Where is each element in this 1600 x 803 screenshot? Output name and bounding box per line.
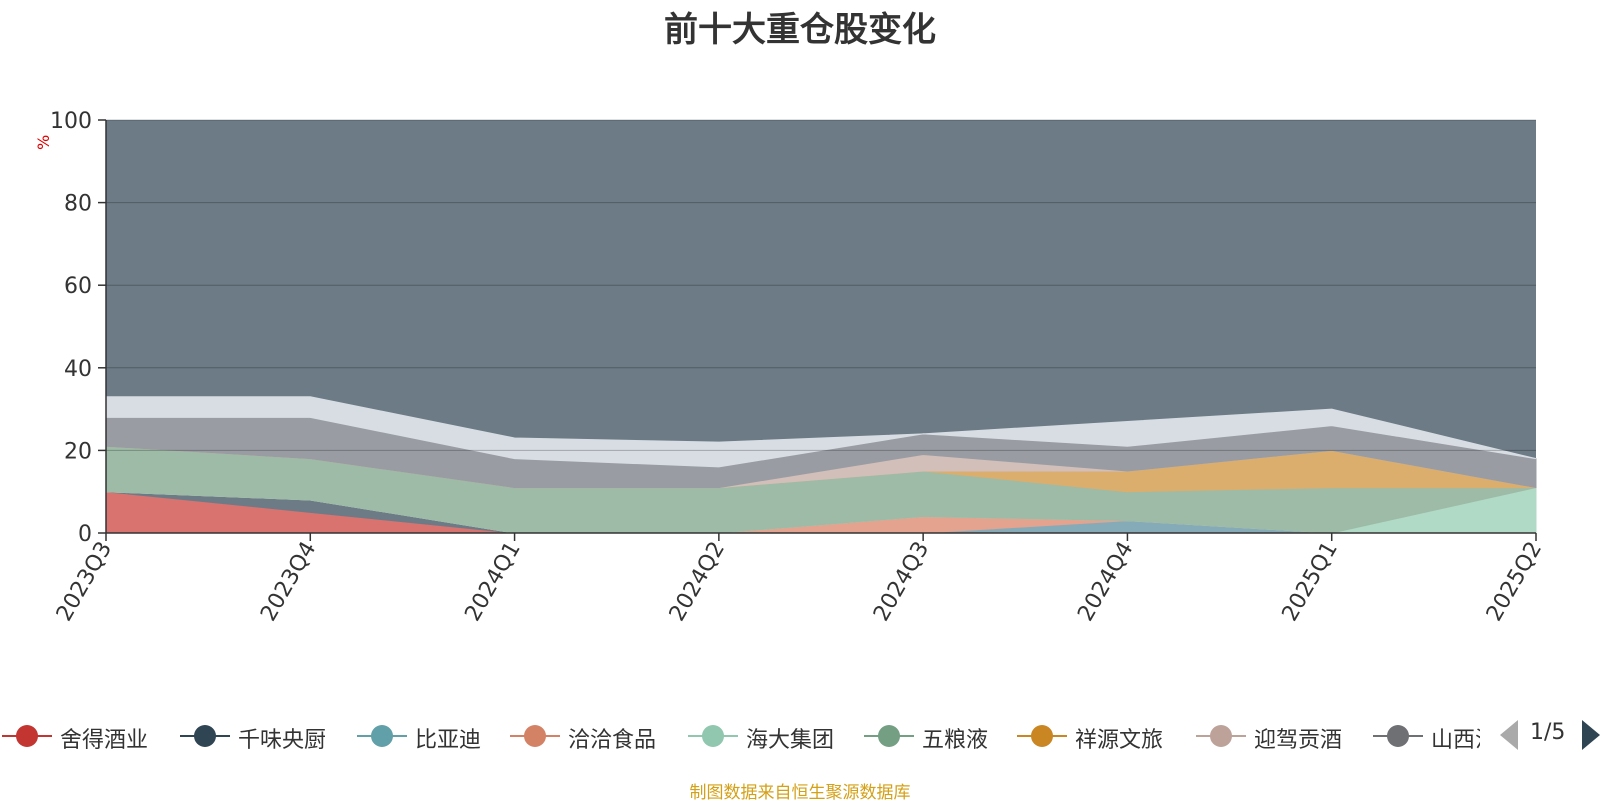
legend-item-5[interactable]: 五粮液 bbox=[864, 716, 1044, 756]
x-tick-label-6: 2025Q1 bbox=[1278, 538, 1343, 626]
x-tick-label-4: 2024Q3 bbox=[869, 538, 934, 626]
y-tick-label-0: 0 bbox=[78, 522, 92, 547]
legend-label: 山西汾酒 bbox=[1431, 728, 1480, 753]
legend-item-4[interactable]: 海大集团 bbox=[688, 716, 868, 756]
legend-circle-icon bbox=[1387, 725, 1409, 747]
legend-page-indicator: 1/5 bbox=[1530, 720, 1566, 745]
legend-circle-icon bbox=[194, 725, 216, 747]
x-tick-label-2: 2024Q1 bbox=[460, 538, 525, 626]
legend-label: 五粮液 bbox=[922, 728, 989, 753]
x-tick-label-0: 2023Q3 bbox=[52, 538, 117, 626]
legend-label: 海大集团 bbox=[746, 728, 835, 753]
legend-circle-icon bbox=[371, 725, 393, 747]
legend-prev-arrow-icon[interactable] bbox=[1500, 720, 1518, 750]
y-tick-label-1: 20 bbox=[64, 439, 92, 464]
legend-item-7[interactable]: 迎驾贡酒 bbox=[1196, 716, 1376, 756]
legend-label: 祥源文旅 bbox=[1075, 728, 1164, 753]
legend-pager: 1/5 bbox=[1500, 718, 1600, 754]
legend-circle-icon bbox=[16, 725, 38, 747]
legend-circle-icon bbox=[1210, 725, 1232, 747]
x-tick-label-1: 2023Q4 bbox=[256, 538, 321, 626]
stacked-area-chart: 0 20 40 60 80 100 2023Q3 2023Q4 2024Q1 2024Q2 2024… bbox=[50, 109, 1547, 626]
legend-circle-icon bbox=[1031, 725, 1053, 747]
legend-item-3[interactable]: 洽洽食品 bbox=[510, 716, 690, 756]
legend-circle-icon bbox=[878, 725, 900, 747]
area-series-9 bbox=[105, 396, 1537, 468]
y-tick-label-3: 60 bbox=[64, 274, 92, 299]
legend: 舍得酒业 千味央厨 比亚迪 洽洽食品 海大集团 五粮液 祥源文旅 迎驾贡酒 山西汾酒 bbox=[0, 716, 1480, 756]
legend-circle-icon bbox=[524, 725, 546, 747]
legend-label: 千味央厨 bbox=[238, 728, 327, 753]
legend-label: 迎驾贡酒 bbox=[1254, 728, 1343, 753]
x-tick-label-5: 2024Q4 bbox=[1073, 538, 1138, 626]
x-tick-label-7: 2025Q2 bbox=[1482, 538, 1547, 626]
x-tick-label-3: 2024Q2 bbox=[665, 538, 730, 626]
y-tick-label-4: 80 bbox=[64, 192, 92, 217]
legend-next-arrow-icon[interactable] bbox=[1582, 720, 1600, 750]
legend-label: 比亚迪 bbox=[415, 728, 482, 753]
legend-item-2[interactable]: 比亚迪 bbox=[357, 716, 537, 756]
legend-item-6[interactable]: 祥源文旅 bbox=[1017, 716, 1197, 756]
legend-item-1[interactable]: 千味央厨 bbox=[180, 716, 360, 756]
chart-title: 前十大重仓股变化 bbox=[664, 10, 936, 50]
y-tick-label-5: 100 bbox=[50, 109, 92, 134]
legend-label: 洽洽食品 bbox=[568, 728, 657, 753]
legend-item-8[interactable]: 山西汾酒 bbox=[1373, 716, 1480, 756]
legend-item-0[interactable]: 舍得酒业 bbox=[2, 716, 182, 756]
legend-label: 舍得酒业 bbox=[60, 728, 149, 753]
y-tick-label-2: 40 bbox=[64, 357, 92, 382]
legend-circle-icon bbox=[702, 725, 724, 747]
data-source-note: 制图数据来自恒生聚源数据库 bbox=[689, 783, 911, 803]
